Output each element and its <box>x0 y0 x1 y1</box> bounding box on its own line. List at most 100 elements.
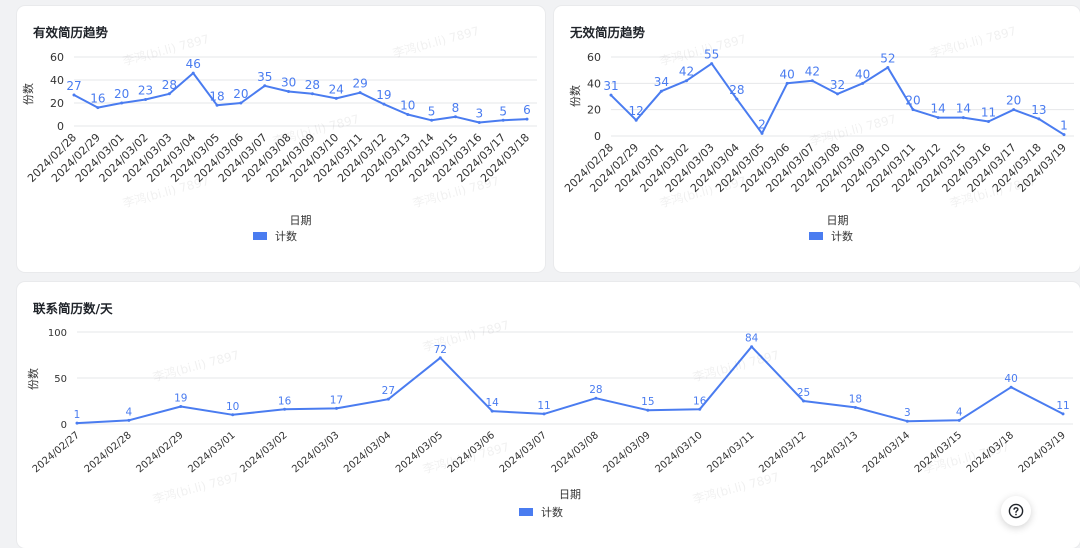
data-label: 40 <box>1004 373 1017 385</box>
data-point <box>120 101 124 105</box>
data-point <box>685 79 688 83</box>
data-label: 11 <box>537 400 550 412</box>
data-label: 12 <box>629 104 644 118</box>
data-label: 19 <box>174 393 187 405</box>
legend-swatch <box>253 232 267 240</box>
data-label: 20 <box>905 94 920 108</box>
x-tick-label: 2024/03/02 <box>238 430 289 475</box>
data-point <box>802 399 806 403</box>
data-point <box>961 116 965 120</box>
x-tick-label: 2024/03/10 <box>653 430 704 475</box>
y-tick-label: 0 <box>61 420 67 431</box>
data-label: 28 <box>729 83 744 97</box>
data-point <box>1012 108 1016 112</box>
data-point <box>987 120 990 124</box>
data-label: 1 <box>1060 119 1068 133</box>
data-label: 34 <box>654 75 669 89</box>
data-point <box>659 89 663 93</box>
watermark-text: 李鸿(bi.li) 7897 <box>658 31 748 69</box>
data-label: 72 <box>434 344 447 356</box>
x-tick-label: 2024/02/29 <box>134 430 185 475</box>
data-point <box>594 396 598 400</box>
data-label: 18 <box>209 89 224 103</box>
data-label: 16 <box>90 92 105 106</box>
data-label: 18 <box>849 393 862 405</box>
y-tick-label: 0 <box>57 120 64 133</box>
data-point <box>453 115 457 119</box>
data-point <box>911 108 915 112</box>
data-point <box>1061 412 1065 416</box>
data-point <box>836 92 839 96</box>
data-point <box>477 121 481 125</box>
series-line <box>76 345 1064 425</box>
data-point <box>609 93 613 97</box>
data-point <box>75 421 79 425</box>
data-label: 3 <box>475 107 483 121</box>
data-label: 28 <box>162 78 177 92</box>
data-label: 30 <box>281 76 296 90</box>
data-point <box>710 62 714 66</box>
data-label: 11 <box>981 106 996 120</box>
watermark-text: 李鸿(bi.li) 7897 <box>928 23 1018 61</box>
y-tick-label: 20 <box>587 104 601 117</box>
watermark-text: 李鸿(bi.li) 7897 <box>691 347 781 385</box>
chart-title: 无效简历趋势 <box>570 25 646 40</box>
y-tick-label: 60 <box>587 51 601 64</box>
legend-swatch <box>519 508 533 516</box>
data-point <box>239 101 243 105</box>
data-point <box>936 116 940 120</box>
data-label: 20 <box>114 87 129 101</box>
data-point <box>438 356 442 360</box>
data-point <box>634 118 638 122</box>
data-point <box>179 405 183 409</box>
data-label: 28 <box>305 78 320 92</box>
data-point <box>1062 133 1066 137</box>
data-point <box>501 118 505 122</box>
data-label: 25 <box>797 387 810 399</box>
data-label: 1 <box>74 409 81 421</box>
data-label: 4 <box>956 406 963 418</box>
data-point <box>386 397 390 401</box>
data-label: 55 <box>704 48 719 62</box>
x-tick-label: 2024/03/13 <box>809 430 860 475</box>
data-label: 19 <box>376 88 391 102</box>
data-point <box>430 118 434 122</box>
data-point <box>231 413 235 417</box>
data-point <box>96 106 100 110</box>
chart-card-contacted-resume: 联系简历数/天 0 50 100 份数 1 4 19 10 16 17 27 72 14 11 28 15 16… <box>17 282 1080 548</box>
data-point <box>144 98 148 102</box>
data-label: 42 <box>679 65 694 79</box>
data-label: 20 <box>233 87 248 101</box>
data-label: 20 <box>1006 94 1021 108</box>
watermark-text: 李鸿(bi.li) 7897 <box>691 469 781 507</box>
data-label: 32 <box>830 78 845 92</box>
data-label: 29 <box>352 77 367 91</box>
data-point <box>785 81 789 85</box>
y-tick-label: 0 <box>594 130 601 143</box>
data-label: 40 <box>855 67 870 81</box>
data-point <box>191 71 195 75</box>
data-point <box>542 412 546 416</box>
data-label: 15 <box>641 396 654 408</box>
data-point <box>382 102 386 106</box>
chart-title: 联系简历数/天 <box>33 301 113 316</box>
x-axis-label: 日期 <box>290 214 312 227</box>
x-tick-label: 2024/03/04 <box>342 430 393 475</box>
x-tick-label: 2024/03/12 <box>757 430 808 475</box>
data-label: 11 <box>1056 400 1069 412</box>
data-point <box>283 407 287 411</box>
data-label: 10 <box>226 401 239 413</box>
data-point <box>905 419 909 423</box>
y-axis-label: 份数 <box>27 368 40 390</box>
data-point <box>72 93 76 97</box>
data-point <box>810 79 814 83</box>
question-circle-icon <box>1008 503 1024 519</box>
data-point <box>861 81 865 85</box>
data-point <box>735 97 739 101</box>
x-axis-label: 日期 <box>827 214 849 227</box>
data-label: 52 <box>880 52 895 66</box>
data-label: 35 <box>257 70 272 84</box>
data-label: 24 <box>329 82 344 96</box>
help-button[interactable] <box>1001 496 1031 526</box>
data-label: 31 <box>603 79 618 93</box>
